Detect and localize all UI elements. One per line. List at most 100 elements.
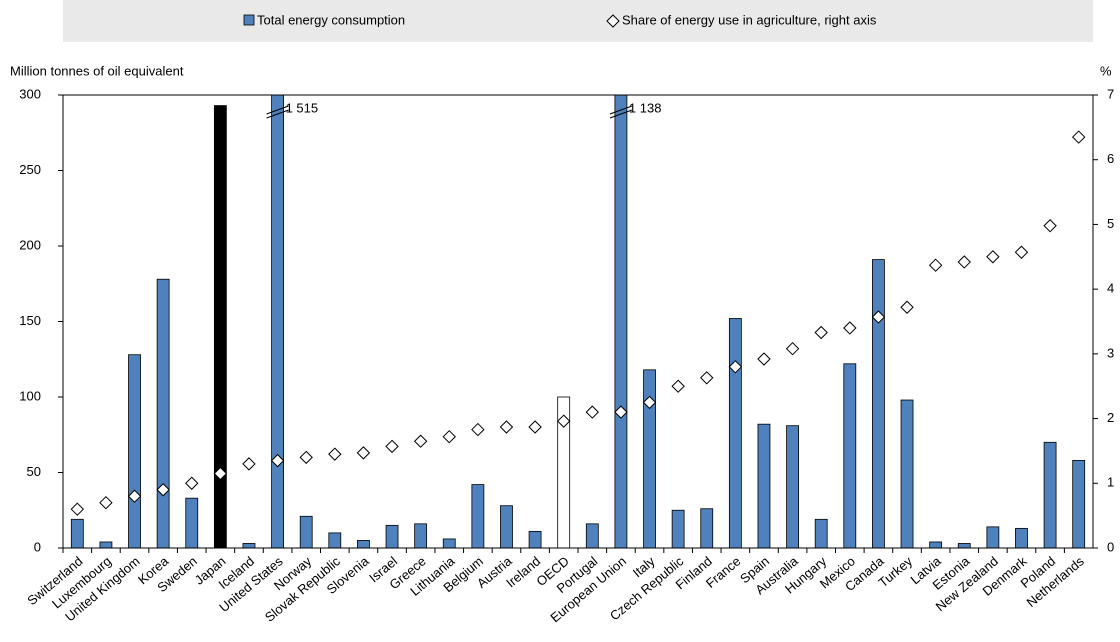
y-tick-label: 50 [27,464,41,479]
diamond [471,422,485,437]
bar [814,518,828,548]
legend-swatch [606,14,620,28]
value-label: 1 138 [629,100,662,115]
diamond [871,310,886,324]
break-mark [266,105,289,115]
y2-tick-label: 3 [1107,345,1114,360]
diamond [814,325,828,340]
bar [442,538,456,548]
diamond [156,483,170,497]
diamond [70,502,85,516]
bar [585,523,599,548]
y-tick-label: 150 [19,313,41,328]
bar [1043,441,1057,548]
diamond [671,379,685,393]
bar [643,369,656,548]
diamond [585,405,600,419]
plot-frame [62,94,1094,549]
y-tick-label: 250 [19,162,41,177]
diamond [242,457,256,471]
bar [728,318,742,548]
diamond [957,255,971,269]
bar [757,423,771,548]
bar [528,530,542,548]
bar [213,105,227,548]
bar [900,399,914,548]
diamond [413,434,428,448]
diamond [270,453,285,468]
bar [299,515,313,548]
y2-axis-title: % [1100,63,1112,78]
diamond [728,360,743,374]
diamond [642,395,657,410]
bar [414,523,428,548]
legend-label: Total energy consumption [257,12,405,27]
diamond [986,250,1000,264]
bar [242,543,256,548]
y-axis-title: Million tonnes of oil equivalent [10,63,184,78]
y2-tick-label: 4 [1107,281,1114,296]
diamond [528,420,542,434]
diamond [328,447,342,461]
diamond [928,258,943,272]
diamond [1043,219,1057,233]
bar [671,509,685,548]
y2-tick-label: 6 [1107,151,1114,166]
diamond [385,439,399,454]
bar [357,540,370,548]
legend-label: Share of energy use in agriculture, righ… [622,12,877,27]
bar [872,259,885,548]
legend-swatch [243,14,255,26]
bar [471,484,485,548]
bar [1072,460,1086,548]
y-tick-label: 0 [34,539,41,554]
plot-area [63,95,1093,548]
diamond [356,446,371,460]
bar [1015,527,1028,548]
diamond [299,450,313,465]
diamond [900,300,914,314]
diamond [1071,130,1086,144]
break-mark [266,109,289,119]
bars [70,95,1086,548]
y2-tick-label: 1 [1107,475,1114,490]
bar [328,532,342,548]
diamond [556,414,571,428]
y-tick-label: 100 [19,388,41,403]
bar [700,508,714,548]
y2-tick-label: 7 [1107,86,1114,101]
bar [70,518,84,548]
diamond [757,352,771,366]
bar [128,354,141,548]
diamond [99,495,113,510]
bar [843,363,857,548]
bar [957,543,971,548]
y2-tick-label: 5 [1107,216,1114,231]
diamond [700,371,714,385]
y-tick-label: 300 [19,86,41,101]
y2-tick-label: 0 [1107,539,1114,554]
diamond [185,476,199,490]
bar [156,278,170,548]
value-label: 1 515 [286,100,319,115]
diamond [614,405,628,419]
diamond [442,429,456,444]
diamond [127,489,142,503]
bar [185,497,199,548]
y2-tick-label: 2 [1107,410,1114,425]
bar [929,541,943,548]
y-tick-label: 200 [19,237,41,252]
bar [786,425,799,548]
break-mark [609,105,633,115]
diamond [213,466,228,481]
diamond [1014,245,1029,259]
bar [614,95,628,548]
x-tick-label: Turkey [875,553,915,590]
bar [99,541,113,548]
bar [557,396,571,548]
diamond [843,321,857,335]
legend-box [63,0,1093,42]
break-mark [609,109,633,119]
diamond [785,341,800,356]
